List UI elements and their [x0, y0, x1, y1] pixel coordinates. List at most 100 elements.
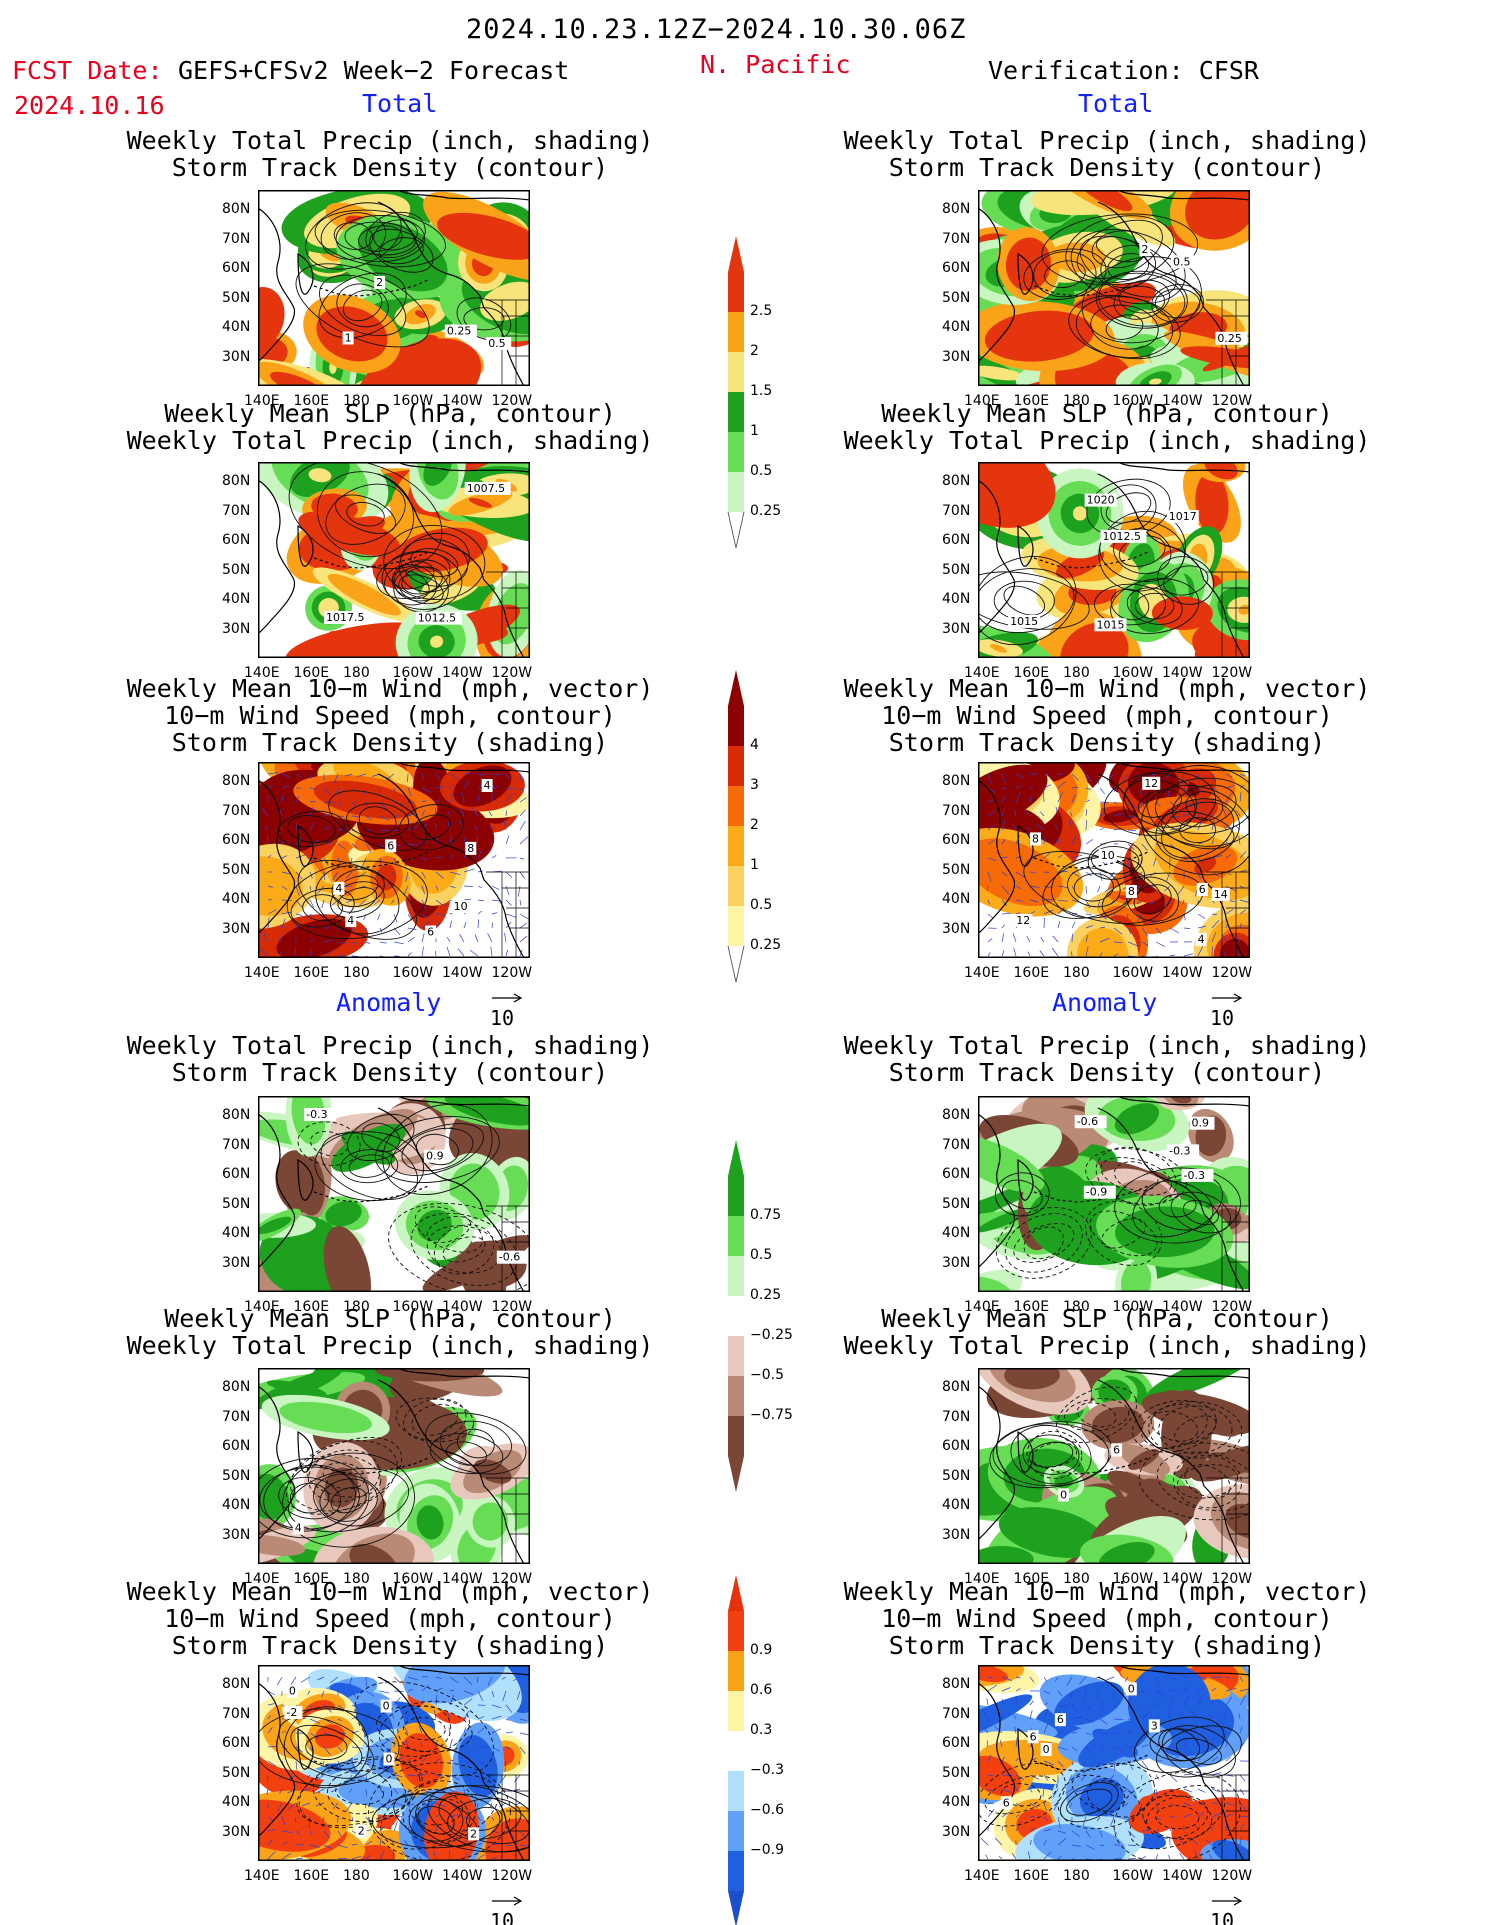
contour-line: [1122, 773, 1197, 834]
contour-line: [395, 1397, 474, 1442]
shading-blob: [1104, 1384, 1125, 1401]
colorbar-segment: [728, 1691, 744, 1731]
wind-vector: [321, 899, 325, 909]
wind-vector: [435, 1758, 440, 1762]
panel-title-line: Storm Track Density (contour): [171, 153, 609, 182]
wind-vector: [499, 1802, 507, 1808]
wind-vector: [359, 899, 367, 906]
colorbar-segment: [728, 786, 744, 826]
wind-vector: [518, 1760, 521, 1766]
contour-line: [1094, 583, 1166, 626]
wind-vector: [1043, 1802, 1047, 1812]
contour-label-bg: [1054, 1713, 1066, 1727]
wind-vector: [295, 1857, 304, 1860]
wind-vector: [1136, 899, 1143, 905]
contour-line: [411, 814, 451, 841]
wind-vector: [267, 1829, 275, 1832]
wind-vector: [1057, 1855, 1062, 1860]
contour-line: [318, 272, 407, 339]
wind-vector: [1015, 1688, 1021, 1692]
contour-line: [1156, 1725, 1242, 1778]
lat-tick-label: 50N: [222, 1195, 251, 1212]
lon-tick-label: 180: [343, 665, 370, 681]
lat-tick-label: 40N: [222, 1794, 251, 1810]
wind-vector: [421, 946, 424, 957]
wind-vector: [1155, 1690, 1165, 1696]
shading-blob: [423, 462, 453, 486]
wind-vector: [1029, 885, 1040, 888]
wind-vector: [295, 1843, 304, 1846]
wind-vector: [433, 1851, 437, 1860]
wind-vector: [463, 1760, 471, 1764]
contour-label: 12: [1144, 777, 1158, 790]
wind-vector: [1225, 1802, 1235, 1806]
wind-vector: [1141, 1744, 1149, 1748]
wind-vector: [461, 792, 465, 803]
wind-vector: [1015, 885, 1022, 890]
lat-tick-label: 50N: [942, 1195, 971, 1212]
wind-vector: [1071, 835, 1077, 845]
political-borders: [1206, 1774, 1250, 1861]
wind-vector: [1069, 811, 1073, 817]
wind-vector: [1043, 1676, 1048, 1682]
wind-vector: [351, 1746, 363, 1749]
contour-line: [1170, 1191, 1231, 1234]
na-west-coast: [1203, 1782, 1245, 1861]
contour-label: -0.3: [1184, 1169, 1205, 1182]
wind-vector: [1113, 812, 1124, 817]
section-total-left: Total: [362, 89, 438, 118]
wind-vector: [1183, 953, 1194, 957]
contour-line: [1163, 565, 1209, 596]
vector-reference-arrow: [1212, 993, 1243, 1003]
contour-label: -0.6: [1077, 1115, 1098, 1128]
wind-vector: [449, 793, 454, 803]
wind-vector: [491, 885, 500, 890]
lat-tick-label: 80N: [942, 1379, 971, 1395]
wind-vector: [1139, 1802, 1143, 1812]
lat-tick-label: 70N: [942, 1705, 971, 1722]
wind-vector: [1239, 922, 1242, 929]
lon-tick-label: 180: [343, 1571, 370, 1587]
wind-vector: [447, 822, 451, 831]
wind-vector: [418, 1855, 423, 1860]
wind-vector: [513, 1676, 521, 1682]
contour-line: [1095, 1146, 1177, 1206]
wind-vector: [463, 1710, 470, 1720]
wind-vector: [1054, 1676, 1059, 1682]
wind-vector: [1239, 1815, 1249, 1818]
wind-vector: [435, 773, 440, 780]
lat-tick-label: 30N: [942, 1254, 971, 1271]
contour-line: [1161, 1725, 1236, 1778]
contour-line: [296, 1758, 423, 1827]
wind-vector: [519, 1844, 529, 1847]
wind-vector: [1197, 1757, 1201, 1762]
contour-line: [286, 860, 428, 940]
wind-vector: [309, 949, 312, 957]
wind-vector: [307, 1690, 311, 1695]
colorbar-tick-label: 0.5: [750, 463, 773, 479]
wind-vector: [1225, 1756, 1231, 1762]
wind-vector: [1208, 1713, 1213, 1720]
wind-vector: [1043, 1774, 1048, 1781]
alaska-coast: [1097, 773, 1205, 881]
map-panel: 10 8 4 12 8 6 12 14 80N 70N 60N 50N 40N 30N 140E 160E 18…: [942, 762, 1252, 980]
vector-reference-label: 10: [1210, 1006, 1235, 1030]
lon-tick-label: 160E: [293, 665, 330, 681]
wind-vector: [1070, 1690, 1073, 1699]
vector-reference-label: 10: [1210, 1909, 1235, 1925]
wind-vector: [1205, 1839, 1213, 1846]
wind-vector: [1137, 885, 1143, 888]
wind-vector: [323, 1844, 333, 1850]
map-frame: [978, 1665, 1250, 1861]
wind-vector: [1057, 1816, 1061, 1828]
wind-vector: [505, 773, 511, 781]
wind-vector: [1154, 913, 1157, 924]
panel-title-line: Weekly Mean SLP (hPa, contour): [881, 399, 1333, 428]
contour-line: [330, 881, 385, 919]
wind-vector: [447, 1712, 451, 1720]
wind-vector: [295, 795, 300, 803]
wind-vector: [1155, 1837, 1160, 1846]
wind-vector: [985, 1854, 989, 1860]
contour-line: [978, 556, 1077, 646]
wind-vector: [322, 1760, 325, 1766]
